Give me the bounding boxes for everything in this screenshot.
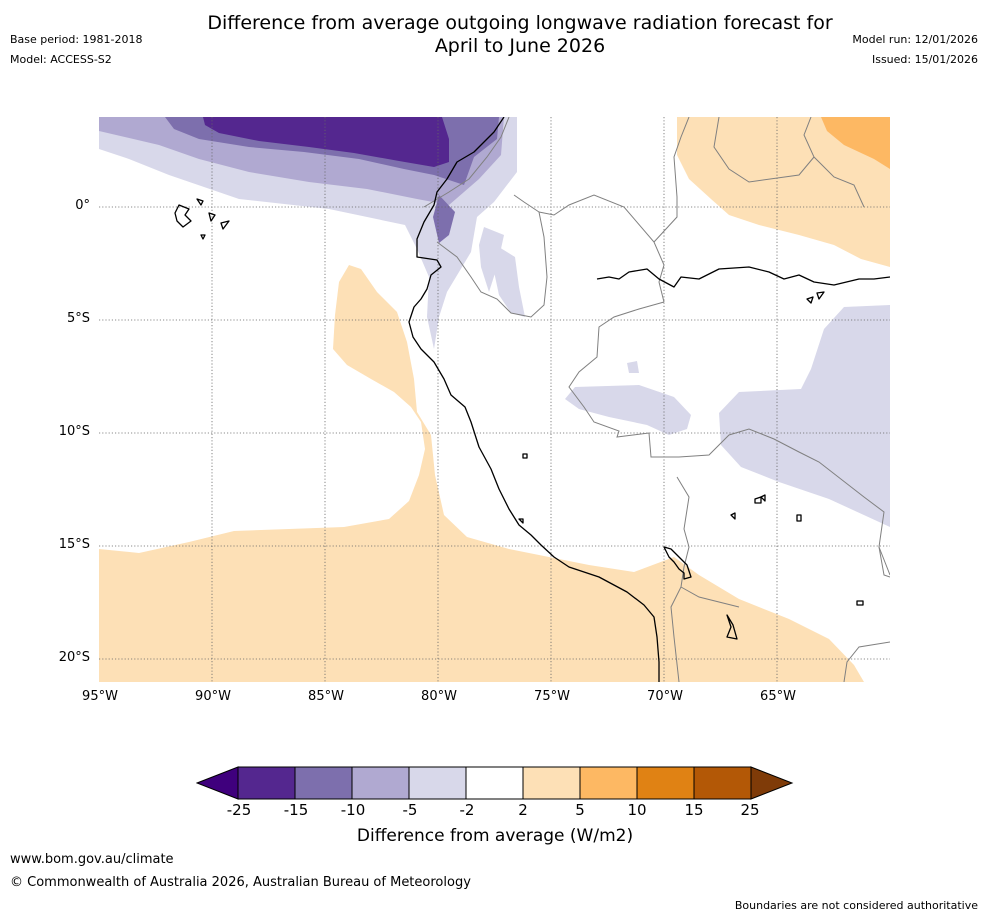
shade-minus-2-to-minus-5 — [565, 385, 691, 435]
model-text: Model: ACCESS-S2 — [10, 53, 112, 66]
colorbar-extend-high — [750, 766, 794, 800]
colorbar-segment — [636, 766, 695, 800]
colorbar-segment — [465, 766, 524, 800]
shade-minus-2-to-minus-5 — [627, 361, 639, 373]
lon-label-65w: 65°W — [760, 689, 796, 704]
country-borders — [423, 117, 890, 682]
copyright-text: © Commonwealth of Australia 2026, Austra… — [10, 875, 471, 890]
title-line-1: Difference from average outgoing longwav… — [207, 12, 833, 34]
colorbar-tick: -15 — [283, 801, 309, 819]
shade-minus-2-to-minus-5 — [719, 305, 890, 527]
shade-plus-2-to-plus-5 — [99, 265, 864, 682]
lon-label-70w: 70°W — [647, 689, 683, 704]
lon-label-80w: 80°W — [421, 689, 457, 704]
olr-anomaly-map — [99, 117, 890, 682]
disclaimer-text: Boundaries are not considered authoritat… — [734, 899, 978, 912]
metadata-right: Model run: 12/01/2026 Issued: 15/01/2026 — [852, 30, 978, 70]
website-link[interactable]: www.bom.gov.au/climate — [10, 852, 174, 867]
colorbar-tick: -5 — [402, 801, 418, 819]
colorbar-tick: -25 — [226, 801, 252, 819]
title-line-2: April to June 2026 — [434, 35, 606, 57]
metadata-left: Base period: 1981-2018 Model: ACCESS-S2 — [10, 30, 142, 70]
shade-minus-2-to-minus-5 — [479, 227, 504, 292]
colorbar-segment — [351, 766, 410, 800]
colorbar-tick: -10 — [340, 801, 366, 819]
colorbar-tick: 2 — [518, 801, 528, 819]
lat-label-5s: 5°S — [66, 311, 90, 326]
shade-minus-2-to-minus-5 — [493, 244, 525, 317]
colorbar-tick: 15 — [684, 801, 704, 819]
lon-label-85w: 85°W — [308, 689, 344, 704]
colorbar-segment — [294, 766, 353, 800]
lat-label-15s: 15°S — [58, 537, 90, 552]
base-period-text: Base period: 1981-2018 — [10, 33, 143, 46]
lat-label-20s: 20°S — [58, 650, 90, 665]
colorbar-label: Difference from average (W/m2) — [356, 826, 634, 846]
colorbar-segment — [237, 766, 296, 800]
colorbar-segment — [522, 766, 581, 800]
coastlines — [174, 117, 890, 682]
colorbar-tick: 25 — [740, 801, 760, 819]
colorbar — [196, 766, 794, 800]
colorbar-segment — [408, 766, 467, 800]
lat-label-0: 0° — [75, 198, 90, 213]
shade-plus-5-to-plus-10 — [821, 117, 890, 169]
colorbar-tick: 10 — [627, 801, 647, 819]
colorbar-extend-low — [196, 766, 239, 800]
graticule — [99, 117, 890, 682]
colorbar-segment — [693, 766, 752, 800]
model-run-text: Model run: 12/01/2026 — [852, 33, 978, 46]
lon-label-95w: 95°W — [82, 689, 118, 704]
shade-plus-2-to-plus-5 — [677, 117, 890, 267]
colorbar-tick: -2 — [459, 801, 475, 819]
lat-label-10s: 10°S — [58, 424, 90, 439]
shade-minus-15-to-minus-25 — [203, 117, 449, 167]
lon-label-75w: 75°W — [534, 689, 570, 704]
chart-title: Difference from average outgoing longwav… — [130, 12, 910, 58]
colorbar-segment — [579, 766, 638, 800]
issued-text: Issued: 15/01/2026 — [871, 53, 978, 66]
colorbar-tick: 5 — [575, 801, 585, 819]
lon-label-90w: 90°W — [195, 689, 231, 704]
